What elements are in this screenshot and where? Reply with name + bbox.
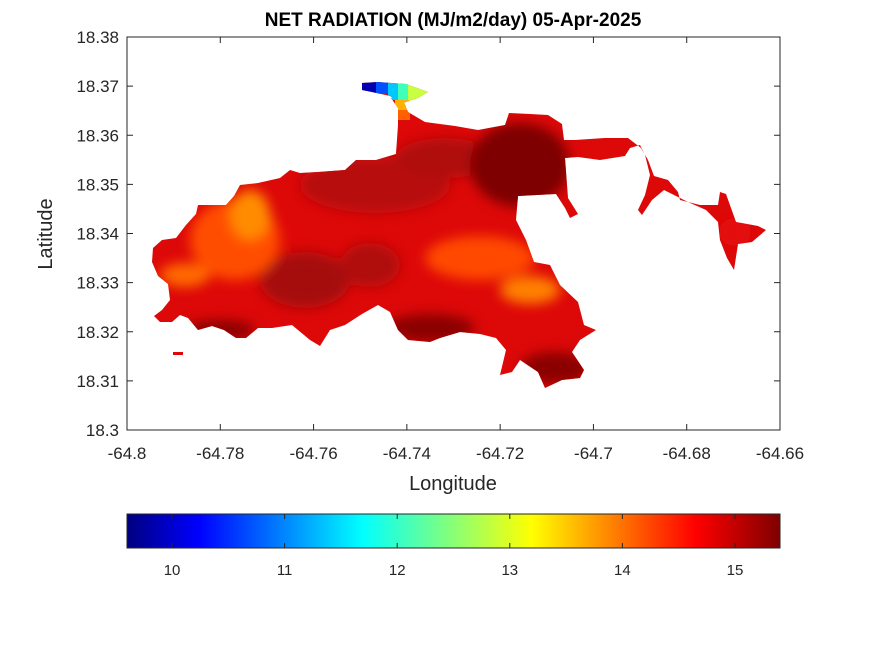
heatmap-region (160, 263, 210, 287)
y-tick-label: 18.32 (76, 323, 119, 342)
x-tick-label: -64.68 (663, 444, 711, 463)
x-tick-label: -64.74 (383, 444, 431, 463)
heatmap-cool-region (388, 82, 398, 100)
heatmap-region (395, 138, 495, 178)
y-axis-ticks: 18.3 18.31 18.32 18.33 18.34 18.35 18.36 18.37 1… (76, 28, 780, 440)
colorbar-tick-label: 14 (614, 562, 631, 579)
y-tick-label: 18.38 (76, 28, 119, 47)
x-tick-label: -64.66 (756, 444, 804, 463)
heatmap-region (425, 236, 535, 280)
chart-title: NET RADIATION (MJ/m2/day) 05-Apr-2025 (265, 10, 642, 31)
x-tick-label: -64.76 (289, 444, 337, 463)
y-tick-label: 18.31 (76, 372, 119, 391)
heatmap-cool-region (376, 82, 388, 94)
y-tick-label: 18.3 (86, 421, 119, 440)
y-tick-label: 18.35 (76, 175, 119, 194)
colorbar-tick-label: 15 (727, 562, 744, 579)
heatmap-region (340, 243, 400, 287)
y-tick-label: 18.33 (76, 274, 119, 293)
y-axis-label: Latitude (35, 198, 57, 269)
heatmap-cool-region (398, 82, 408, 102)
colorbar-ticks: 10 11 12 13 14 15 (164, 514, 744, 579)
x-tick-label: -64.7 (574, 444, 613, 463)
colorbar (126, 513, 781, 549)
colorbar-tick-label: 13 (501, 562, 518, 579)
heatmap-region (260, 252, 350, 308)
heatmap-cool-region (398, 110, 410, 120)
x-tick-label: -64.72 (476, 444, 524, 463)
heatmap-cool-region (395, 100, 409, 110)
x-tick-label: -64.8 (108, 444, 147, 463)
heatmap-region (719, 218, 751, 246)
x-axis-label: Longitude (409, 473, 497, 495)
y-tick-label: 18.37 (76, 77, 119, 96)
y-tick-label: 18.34 (76, 225, 119, 244)
heatmap-region (230, 190, 270, 240)
x-axis-ticks: -64.8 -64.78 -64.76 -64.74 -64.72 -64.7 -64.68… (108, 37, 804, 463)
colorbar-tick-label: 12 (389, 562, 406, 579)
x-tick-label: -64.78 (196, 444, 244, 463)
heatmap-region (500, 276, 560, 304)
heatmap-region (470, 123, 570, 207)
colorbar-tick-label: 10 (164, 562, 181, 579)
colorbar-tick-label: 11 (277, 562, 293, 579)
y-tick-label: 18.36 (76, 126, 119, 145)
